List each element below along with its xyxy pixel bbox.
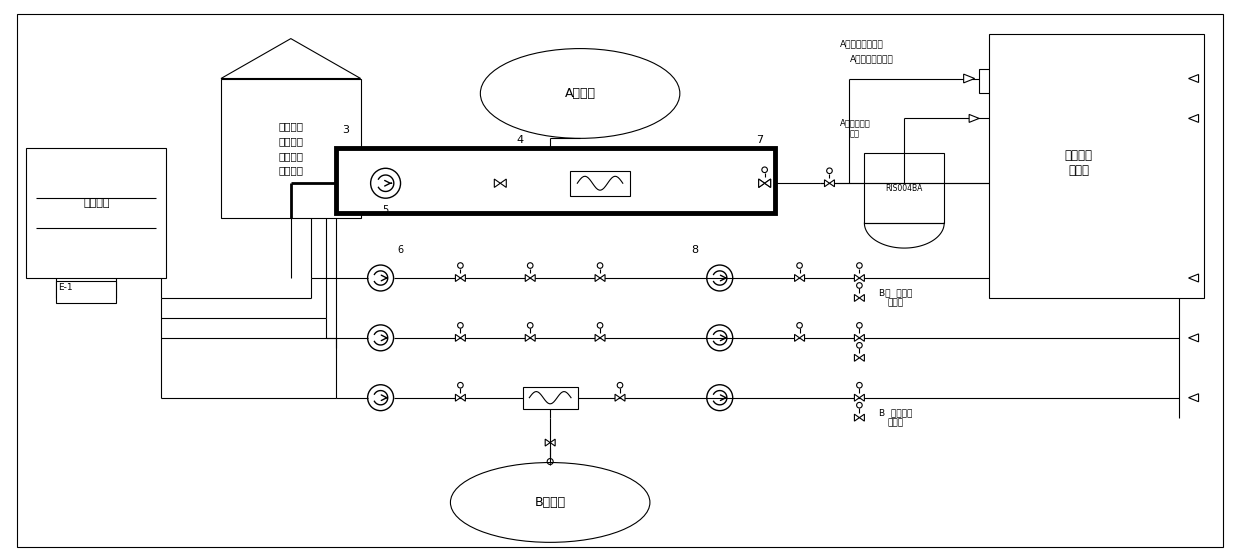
Bar xyxy=(980,69,1029,93)
Polygon shape xyxy=(759,179,765,187)
Polygon shape xyxy=(854,295,859,301)
Text: 核岛地坑: 核岛地坑 xyxy=(83,198,109,208)
Text: A列高压注入
冷段: A列高压注入 冷段 xyxy=(839,119,870,138)
Bar xyxy=(523,387,578,408)
Text: A列低压注入冷段: A列低压注入冷段 xyxy=(849,54,893,63)
Text: 8: 8 xyxy=(691,245,698,255)
Polygon shape xyxy=(859,334,864,341)
Polygon shape xyxy=(795,275,800,281)
Polygon shape xyxy=(854,334,859,341)
Bar xyxy=(336,148,775,213)
Polygon shape xyxy=(859,354,864,361)
Polygon shape xyxy=(455,334,460,341)
Bar xyxy=(990,33,1204,298)
Polygon shape xyxy=(531,275,536,281)
Text: 反应堆压
力容器: 反应堆压 力容器 xyxy=(1065,150,1092,177)
Bar xyxy=(221,79,361,218)
Polygon shape xyxy=(595,334,600,341)
Polygon shape xyxy=(1189,394,1199,402)
Polygon shape xyxy=(455,275,460,281)
Polygon shape xyxy=(970,114,980,122)
Polygon shape xyxy=(825,180,830,187)
Polygon shape xyxy=(859,414,864,421)
Polygon shape xyxy=(859,394,864,401)
Polygon shape xyxy=(1189,114,1199,122)
Polygon shape xyxy=(600,275,605,281)
Bar xyxy=(26,148,166,278)
Polygon shape xyxy=(765,179,770,187)
Text: B  列低压注
入冷段: B 列低压注 入冷段 xyxy=(879,408,913,427)
Text: E-1: E-1 xyxy=(58,283,73,292)
Text: 7: 7 xyxy=(756,136,763,145)
Text: 反应堆和
乏燃料水
池冷却和
处理水箱: 反应堆和 乏燃料水 池冷却和 处理水箱 xyxy=(278,121,304,176)
Polygon shape xyxy=(460,275,465,281)
Polygon shape xyxy=(595,275,600,281)
Polygon shape xyxy=(854,394,859,401)
Bar xyxy=(56,281,117,303)
Text: 3: 3 xyxy=(342,126,350,136)
Polygon shape xyxy=(600,334,605,341)
Polygon shape xyxy=(460,334,465,341)
Polygon shape xyxy=(1189,334,1199,342)
Polygon shape xyxy=(859,295,864,301)
Polygon shape xyxy=(531,334,536,341)
Text: 6: 6 xyxy=(398,245,403,255)
Text: 4: 4 xyxy=(517,136,523,145)
Polygon shape xyxy=(830,180,835,187)
Polygon shape xyxy=(765,179,770,187)
Polygon shape xyxy=(963,74,975,83)
Polygon shape xyxy=(854,354,859,361)
Polygon shape xyxy=(854,414,859,421)
Polygon shape xyxy=(495,179,500,187)
Text: A列低压注入冷段: A列低压注入冷段 xyxy=(839,39,883,48)
Polygon shape xyxy=(800,275,805,281)
Polygon shape xyxy=(615,394,620,401)
Text: A列喷淋: A列喷淋 xyxy=(564,87,595,100)
Polygon shape xyxy=(854,275,859,281)
Polygon shape xyxy=(800,334,805,341)
Polygon shape xyxy=(500,179,506,187)
Polygon shape xyxy=(1189,274,1199,282)
Text: RIS004BA: RIS004BA xyxy=(885,184,923,193)
Polygon shape xyxy=(526,275,531,281)
Bar xyxy=(570,171,630,196)
Polygon shape xyxy=(759,179,765,187)
Bar xyxy=(1009,89,1148,238)
Text: B列喷淋: B列喷淋 xyxy=(534,496,565,509)
Bar xyxy=(864,153,944,223)
Polygon shape xyxy=(795,334,800,341)
Text: B列  高压注
入冷段: B列 高压注 入冷段 xyxy=(879,288,913,307)
Text: 5: 5 xyxy=(382,205,388,215)
Polygon shape xyxy=(551,439,556,446)
Polygon shape xyxy=(1189,75,1199,83)
Polygon shape xyxy=(859,275,864,281)
Polygon shape xyxy=(526,334,531,341)
Polygon shape xyxy=(460,394,465,401)
Polygon shape xyxy=(620,394,625,401)
Polygon shape xyxy=(546,439,551,446)
Polygon shape xyxy=(455,394,460,401)
